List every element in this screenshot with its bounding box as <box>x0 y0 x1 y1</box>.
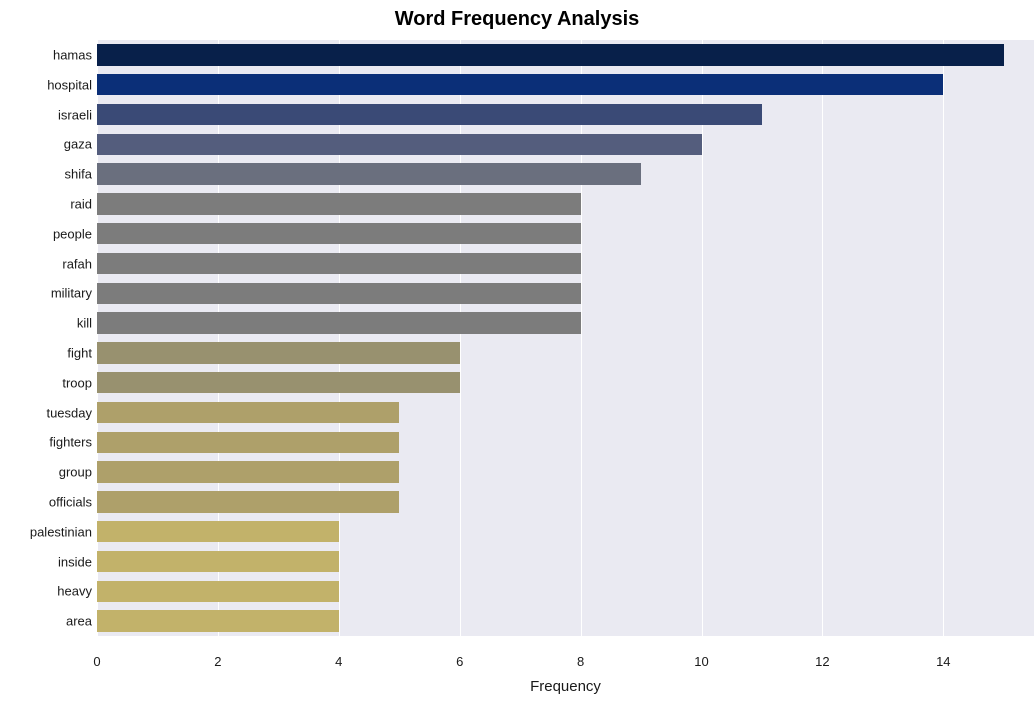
bar <box>97 312 581 333</box>
y-tick-label: israeli <box>58 107 92 122</box>
y-tick-label: inside <box>58 554 92 569</box>
x-tick-label: 12 <box>815 654 829 669</box>
bar <box>97 521 339 542</box>
x-tick-label: 8 <box>577 654 584 669</box>
bar-row <box>97 159 1034 189</box>
bar-row <box>97 219 1034 249</box>
bar-row <box>97 278 1034 308</box>
y-tick-label: kill <box>77 316 92 331</box>
bar <box>97 432 399 453</box>
y-tick-label: rafah <box>62 256 92 271</box>
bar-row <box>97 308 1034 338</box>
x-tick-label: 4 <box>335 654 342 669</box>
bar <box>97 342 460 363</box>
bar-row <box>97 40 1034 70</box>
bar-row <box>97 576 1034 606</box>
bar-row <box>97 457 1034 487</box>
bar <box>97 44 1004 65</box>
bar <box>97 223 581 244</box>
bar-row <box>97 368 1034 398</box>
bar <box>97 163 641 184</box>
bar-row <box>97 517 1034 547</box>
bar <box>97 491 399 512</box>
y-tick-label: officials <box>49 494 92 509</box>
y-tick-label: heavy <box>57 584 92 599</box>
bar-row <box>97 129 1034 159</box>
word-frequency-chart: Word Frequency Analysis hamas hospital isr… <box>0 0 1034 701</box>
bar <box>97 283 581 304</box>
bar-row <box>97 189 1034 219</box>
y-tick-label: palestinian <box>30 524 92 539</box>
y-tick-label: gaza <box>64 137 92 152</box>
bar-row <box>97 487 1034 517</box>
y-axis-labels: hamas hospital israeli gaza shifa raid people r… <box>0 40 92 636</box>
y-tick-label: people <box>53 226 92 241</box>
bar <box>97 461 399 482</box>
bar <box>97 253 581 274</box>
bar <box>97 551 339 572</box>
y-tick-label: hamas <box>53 47 92 62</box>
bar-row <box>97 606 1034 636</box>
bar <box>97 134 702 155</box>
bar <box>97 581 339 602</box>
y-tick-label: fighters <box>49 435 92 450</box>
x-tick-label: 6 <box>456 654 463 669</box>
y-tick-label: military <box>51 286 92 301</box>
y-tick-label: hospital <box>47 77 92 92</box>
bar-row <box>97 70 1034 100</box>
y-tick-label: area <box>66 614 92 629</box>
x-axis: 02468101214 <box>97 654 1034 674</box>
y-tick-label: tuesday <box>46 405 92 420</box>
bar <box>97 193 581 214</box>
x-tick-label: 0 <box>93 654 100 669</box>
bar <box>97 402 399 423</box>
y-tick-label: fight <box>67 345 92 360</box>
y-tick-label: shifa <box>65 167 92 182</box>
plot-area <box>97 40 1034 636</box>
chart-title: Word Frequency Analysis <box>0 8 1034 31</box>
x-tick-label: 10 <box>694 654 708 669</box>
bar-row <box>97 427 1034 457</box>
bar <box>97 104 762 125</box>
bar <box>97 74 943 95</box>
y-tick-label: group <box>59 465 92 480</box>
y-tick-label: raid <box>70 196 92 211</box>
bar-row <box>97 547 1034 577</box>
x-tick-label: 2 <box>214 654 221 669</box>
bar-row <box>97 398 1034 428</box>
bar <box>97 610 339 631</box>
y-tick-label: troop <box>62 375 92 390</box>
bar-row <box>97 249 1034 279</box>
x-tick-label: 14 <box>936 654 950 669</box>
x-axis-title: Frequency <box>97 678 1034 695</box>
bar-row <box>97 338 1034 368</box>
bar-row <box>97 100 1034 130</box>
bar <box>97 372 460 393</box>
